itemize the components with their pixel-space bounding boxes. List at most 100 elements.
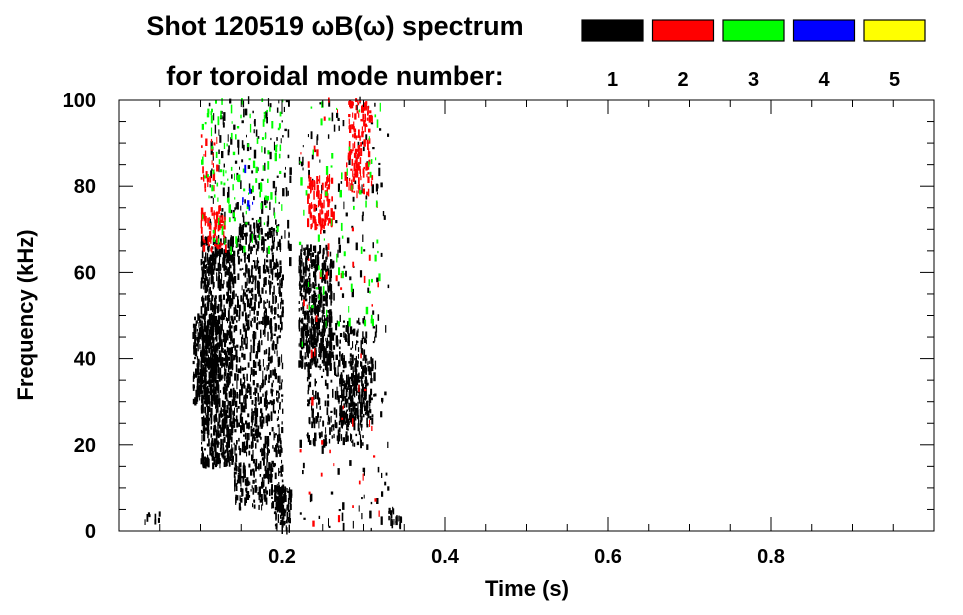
spectral-point (318, 321, 320, 330)
spectral-point (225, 237, 227, 244)
spectral-point (348, 404, 351, 412)
spectral-point (361, 513, 363, 520)
spectral-point (221, 283, 224, 289)
spectral-point (329, 263, 332, 269)
spectral-point (217, 303, 220, 312)
spectral-point (243, 252, 246, 257)
spectral-point (267, 161, 270, 170)
spectral-point (333, 332, 336, 336)
spectral-point (278, 272, 280, 279)
spectral-point (303, 304, 305, 311)
spectral-point (313, 438, 316, 447)
spectral-point (239, 329, 242, 335)
spectral-point (259, 294, 262, 304)
x-tick-label: 0.4 (431, 546, 460, 568)
spectral-point (273, 431, 275, 441)
spectral-point (199, 375, 203, 383)
spectral-point (357, 102, 360, 106)
spectral-point (235, 496, 237, 505)
spectral-point (218, 217, 220, 225)
spectral-point (349, 412, 352, 416)
spectral-point (222, 312, 225, 320)
spectral-point (223, 264, 226, 271)
spectral-point (351, 149, 353, 154)
spectral-point (368, 136, 370, 141)
spectral-point (333, 426, 335, 431)
spectral-point (232, 320, 235, 324)
spectral-point (217, 328, 219, 332)
spectral-point (214, 421, 216, 424)
spectral-point (217, 197, 219, 202)
spectral-point (201, 266, 203, 271)
spectral-point (234, 476, 236, 480)
spectral-point (310, 244, 312, 252)
spectral-point (279, 290, 281, 297)
spectral-point (259, 499, 262, 503)
spectral-point (339, 351, 341, 357)
spectral-point (254, 429, 257, 436)
spectral-point (269, 400, 272, 404)
spectral-point (316, 317, 319, 325)
spectral-point (260, 408, 263, 414)
spectral-point (270, 192, 273, 200)
spectral-point (263, 379, 265, 387)
spectral-point (347, 380, 349, 385)
spectral-point (364, 405, 366, 412)
spectral-point (234, 197, 236, 200)
spectral-point (310, 283, 312, 292)
spectral-point (314, 306, 317, 314)
spectral-point (235, 453, 238, 463)
spectral-point (359, 376, 362, 379)
spectral-point (277, 500, 279, 504)
spectral-point (230, 436, 233, 443)
spectral-point (252, 459, 255, 464)
spectral-point (318, 343, 321, 349)
spectral-point (266, 116, 268, 124)
spectral-point (229, 457, 232, 461)
spectral-point (233, 442, 235, 446)
spectral-point (253, 468, 255, 476)
spectral-point (353, 190, 356, 193)
spectral-point (258, 301, 260, 309)
spectral-point (201, 346, 204, 353)
spectral-point (325, 441, 328, 445)
spectral-point (349, 361, 351, 367)
spectral-point (329, 283, 332, 291)
spectral-point (230, 254, 233, 263)
spectral-point (229, 429, 231, 436)
spectral-point (341, 353, 344, 361)
spectral-point (247, 221, 250, 226)
spectral-point (329, 367, 332, 371)
spectral-point (201, 398, 203, 402)
spectral-point (216, 272, 218, 282)
spectral-point (283, 507, 285, 517)
spectral-point (272, 240, 274, 250)
spectral-point (271, 390, 273, 397)
spectral-region-mode-1 (208, 96, 292, 276)
spectral-point (262, 359, 264, 367)
spectral-point (308, 174, 311, 182)
spectral-point (262, 236, 265, 245)
spectral-point (325, 272, 328, 280)
spectral-point (264, 306, 266, 313)
spectral-point (239, 166, 240, 170)
spectral-point (236, 344, 239, 348)
spectral-point (223, 387, 225, 395)
spectral-point (282, 408, 284, 414)
spectral-point (358, 395, 361, 401)
spectral-point (317, 392, 319, 400)
spectral-point (210, 426, 213, 430)
spectral-point (279, 245, 281, 252)
spectral-point (218, 224, 221, 231)
spectral-point (207, 305, 210, 308)
spectral-point (374, 331, 377, 338)
spectral-point (226, 258, 229, 263)
spectral-point (278, 433, 281, 441)
spectral-point (354, 409, 357, 418)
spectral-point (240, 226, 242, 235)
spectral-point (246, 257, 249, 260)
spectral-point (338, 346, 341, 350)
spectral-point (276, 336, 279, 344)
spectral-point (226, 457, 228, 467)
spectral-point (213, 416, 216, 419)
